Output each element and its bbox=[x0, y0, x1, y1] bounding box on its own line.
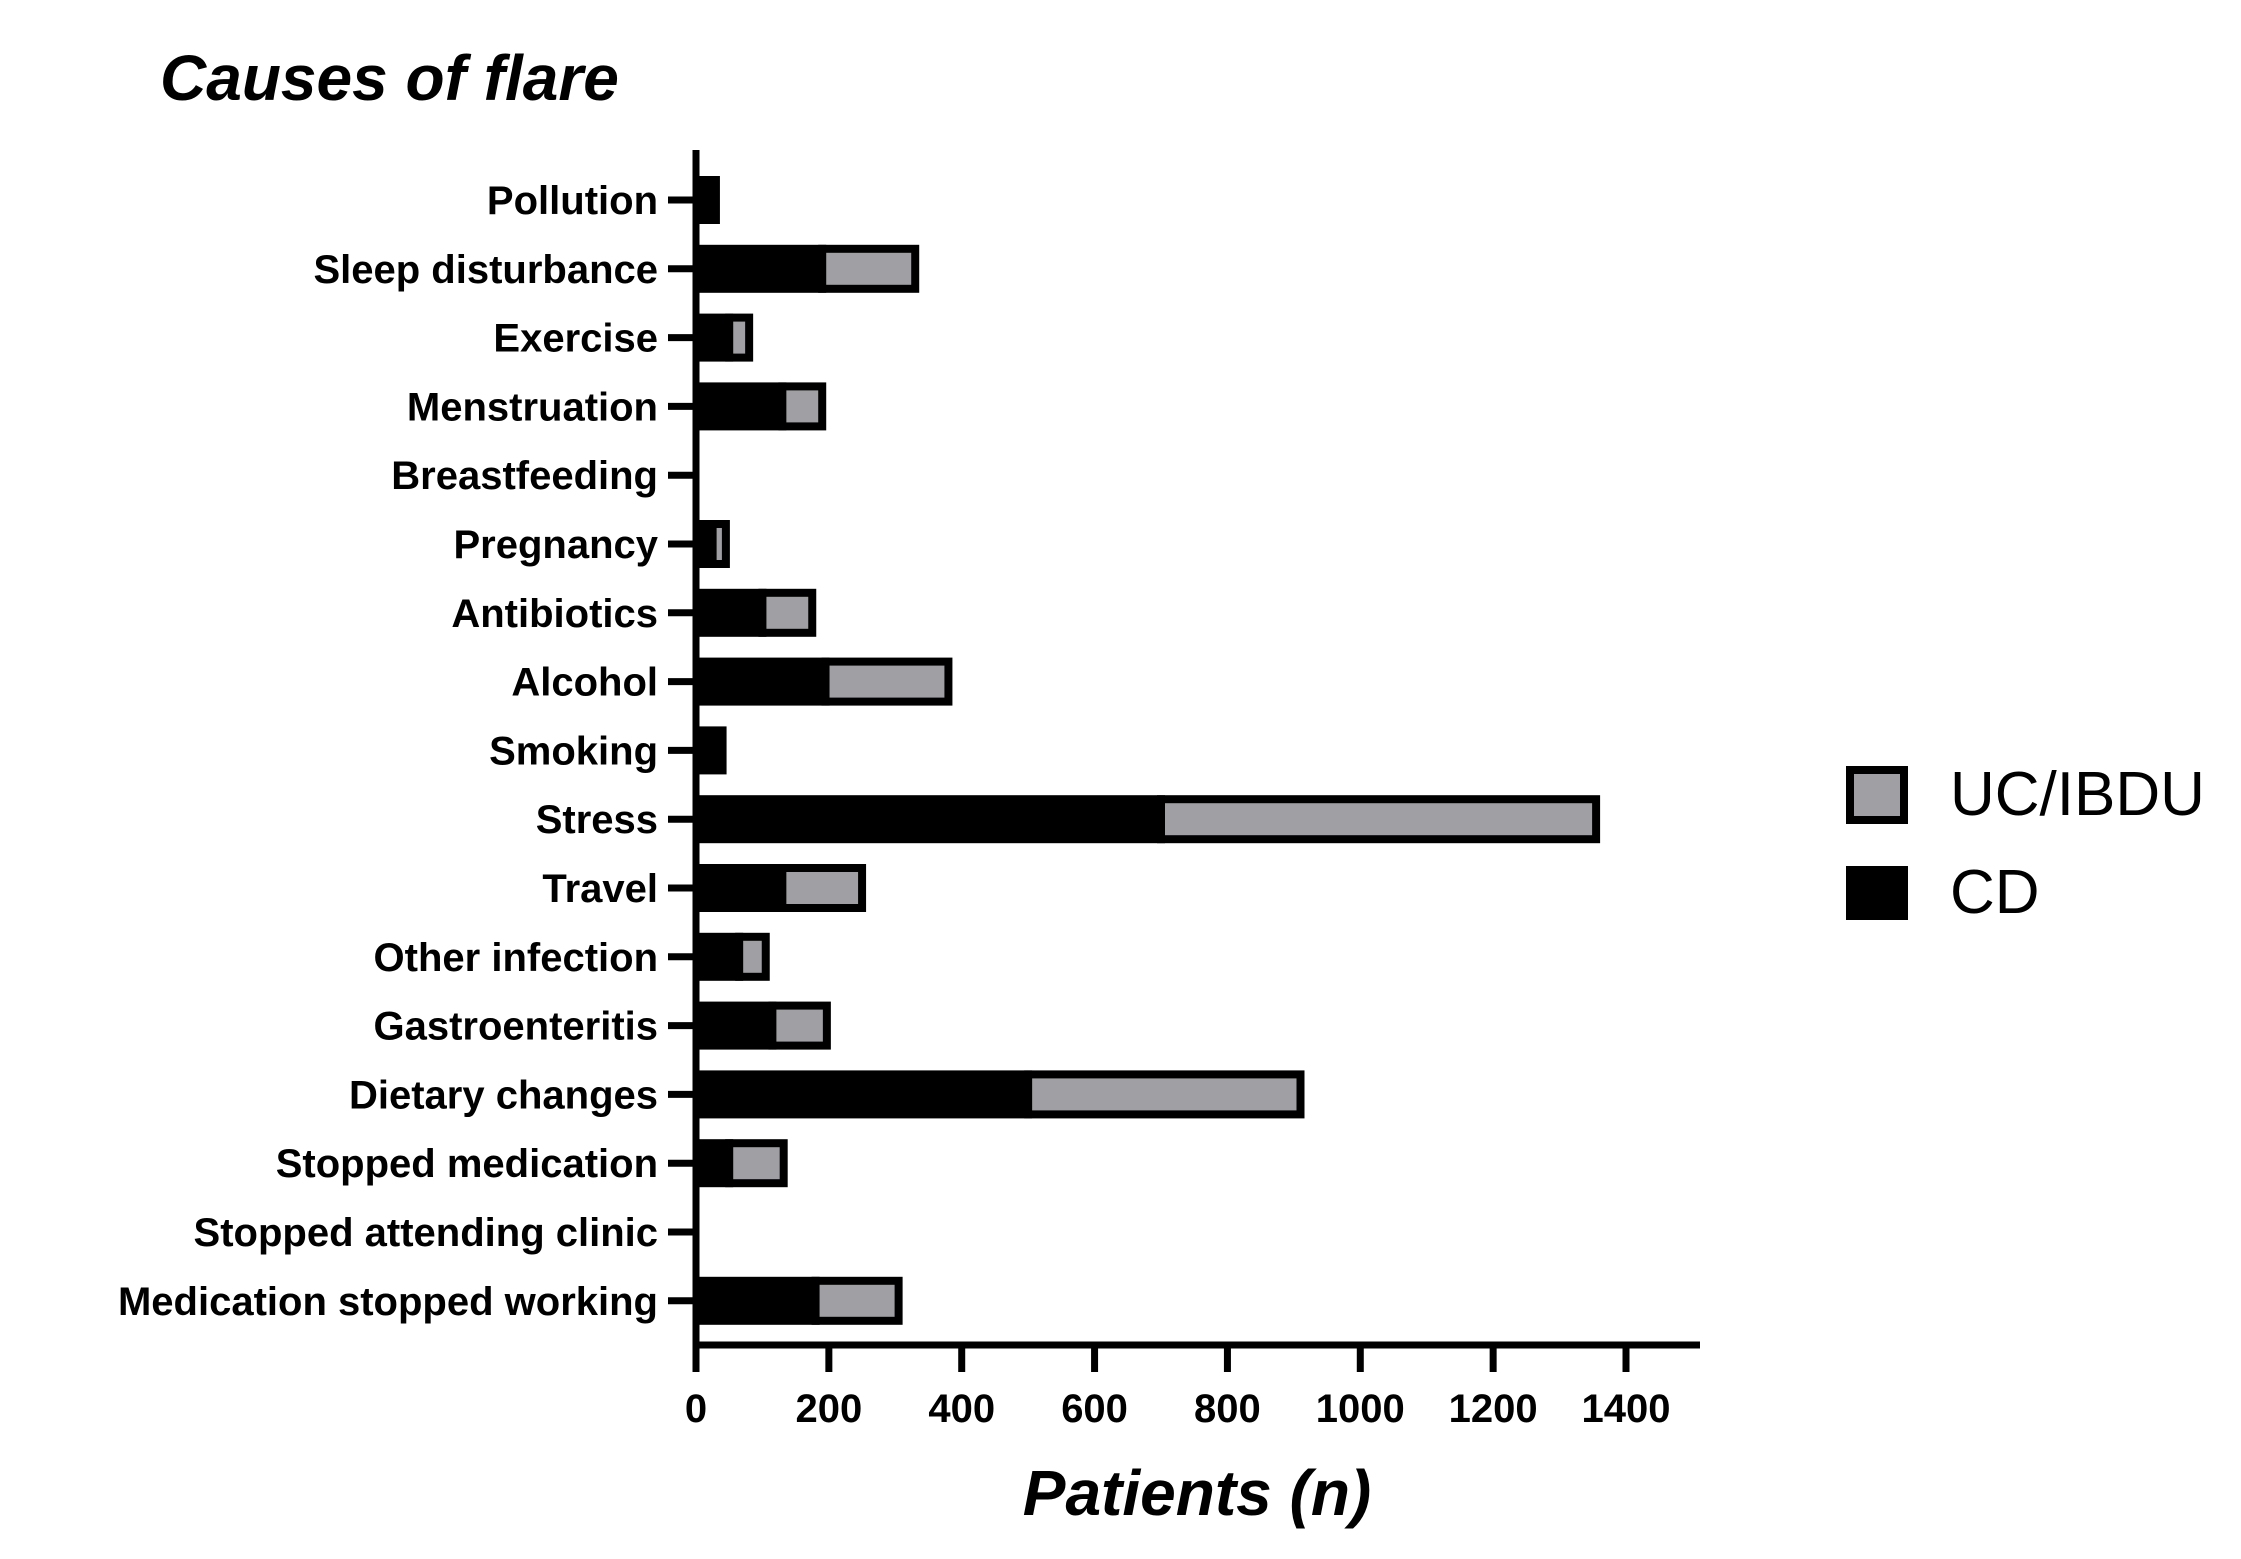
bar-ucibdu-medication-stopped-working bbox=[811, 1276, 903, 1325]
x-tick-label-1400: 1400 bbox=[1582, 1387, 1671, 1431]
x-axis-label: Patients (n) bbox=[1023, 1457, 1371, 1529]
bar-ucibdu-antibiotics bbox=[758, 588, 817, 637]
x-tick-label-1200: 1200 bbox=[1449, 1387, 1538, 1431]
category-label-smoking: Smoking bbox=[489, 729, 658, 773]
x-tick-label-1000: 1000 bbox=[1316, 1387, 1405, 1431]
category-label-stress: Stress bbox=[536, 798, 658, 842]
category-label-breastfeeding: Breastfeeding bbox=[391, 454, 658, 498]
category-label-antibiotics: Antibiotics bbox=[451, 592, 658, 636]
category-label-exercise: Exercise bbox=[493, 317, 658, 361]
category-label-menstruation: Menstruation bbox=[407, 385, 658, 429]
legend: UC/IBDU CD bbox=[1846, 760, 2205, 927]
bar-ucibdu-dietary-changes bbox=[1024, 1070, 1305, 1119]
bar-cd-travel bbox=[696, 864, 787, 912]
bar-ucibdu-stopped-medication bbox=[725, 1139, 788, 1188]
category-label-gastroenteritis: Gastroenteritis bbox=[373, 1005, 658, 1049]
chart-title: Causes of flare bbox=[160, 42, 619, 114]
bar-cd-alcohol bbox=[696, 657, 830, 706]
bar-cd-pollution bbox=[696, 176, 720, 224]
bar-ucibdu-stress bbox=[1157, 795, 1601, 844]
legend-label-ucibdu: UC/IBDU bbox=[1950, 760, 2205, 829]
x-tick-label-200: 200 bbox=[795, 1387, 862, 1431]
bar-cd-medication-stopped-working bbox=[696, 1276, 820, 1325]
legend-swatch-cd bbox=[1846, 866, 1908, 920]
category-label-dietary-changes: Dietary changes bbox=[349, 1073, 658, 1117]
x-tick-label-600: 600 bbox=[1061, 1387, 1128, 1431]
bars-group bbox=[696, 176, 1601, 1325]
x-tick-label-400: 400 bbox=[928, 1387, 995, 1431]
bar-ucibdu-alcohol bbox=[821, 657, 953, 706]
bar-cd-sleep-disturbance bbox=[696, 244, 827, 293]
category-label-stopped-attending-clinic: Stopped attending clinic bbox=[194, 1211, 658, 1255]
bar-cd-menstruation bbox=[696, 382, 787, 431]
bar-cd-dietary-changes bbox=[696, 1070, 1033, 1119]
legend-swatch-ucibdu bbox=[1846, 766, 1908, 824]
category-label-sleep-disturbance: Sleep disturbance bbox=[313, 248, 658, 292]
x-tick-label-0: 0 bbox=[685, 1387, 707, 1431]
legend-label-cd: CD bbox=[1950, 858, 2040, 927]
category-label-other-infection: Other infection bbox=[374, 936, 658, 980]
x-tick-label-800: 800 bbox=[1194, 1387, 1261, 1431]
bar-ucibdu-menstruation bbox=[778, 382, 827, 431]
category-label-travel: Travel bbox=[542, 867, 658, 911]
bar-ucibdu-exercise bbox=[725, 313, 754, 362]
bar-ucibdu-gastroenteritis bbox=[768, 1001, 831, 1050]
category-label-pregnancy: Pregnancy bbox=[453, 523, 658, 567]
bar-cd-antibiotics bbox=[696, 588, 767, 637]
category-label-alcohol: Alcohol bbox=[511, 661, 658, 705]
category-label-pollution: Pollution bbox=[487, 179, 658, 223]
category-label-medication-stopped-working: Medication stopped working bbox=[118, 1280, 658, 1324]
x-ticks-group: 0 200 400 600 800 1000 1200 1400 bbox=[685, 1345, 1671, 1431]
bar-ucibdu-other-infection bbox=[735, 932, 770, 981]
category-label-stopped-medication: Stopped medication bbox=[276, 1142, 658, 1186]
bar-ucibdu-travel bbox=[778, 864, 867, 912]
bar-ucibdu-sleep-disturbance bbox=[818, 244, 920, 293]
bar-ucibdu-pregnancy bbox=[708, 520, 730, 568]
bar-cd-stress bbox=[696, 795, 1165, 844]
bar-cd-gastroenteritis bbox=[696, 1001, 777, 1050]
category-labels-group: Pollution Sleep disturbance Exercise Menstr… bbox=[118, 179, 696, 1324]
bar-cd-smoking bbox=[696, 726, 727, 775]
